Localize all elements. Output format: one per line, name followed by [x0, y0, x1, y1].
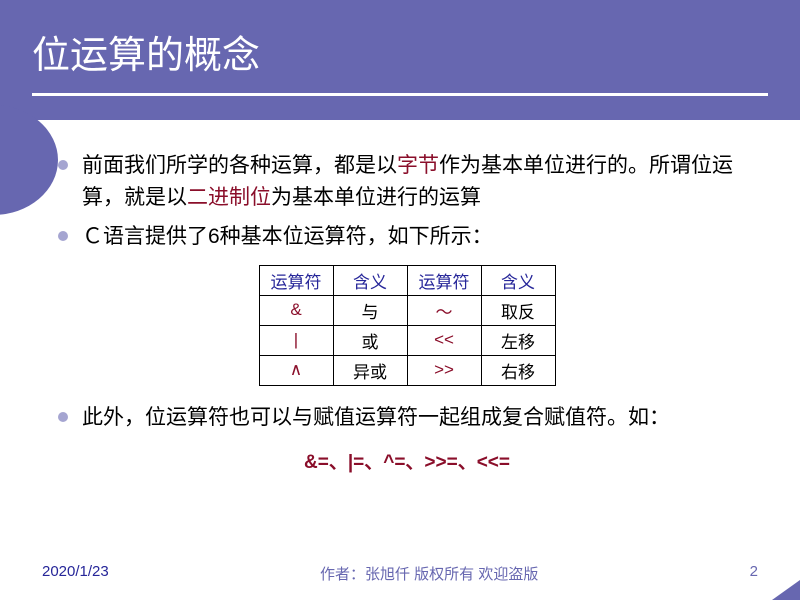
header-mean1: 含义 — [333, 265, 407, 295]
bullet-item-1: 前面我们所学的各种运算，都是以字节作为基本单位进行的。所谓位运算，就是以二进制位… — [58, 150, 756, 213]
highlight-text: 二进制位 — [187, 186, 271, 209]
cell-mean: 取反 — [481, 295, 555, 325]
compound-operators: &=、|=、^=、>>=、<<= — [58, 447, 756, 474]
bullet-text-3: 此外，位运算符也可以与赋值运算符一起组成复合赋值符。如： — [82, 402, 670, 434]
bullet-icon — [58, 231, 68, 241]
slide-footer: 2020/1/23 作者：张旭仟 版权所有 欢迎盗版 2 — [0, 563, 800, 584]
text-segment: 为基本单位进行的运算 — [271, 186, 481, 209]
corner-decoration — [772, 580, 800, 600]
highlight-text: 字节 — [397, 154, 439, 177]
operators-table: 运算符 含义 运算符 含义 & 与 ～ 取反 | 或 << 左移 ∧ 异或 >> — [259, 265, 556, 386]
footer-author: 作者：张旭仟 版权所有 欢迎盗版 — [109, 563, 750, 584]
cell-op: >> — [407, 355, 481, 385]
table-row: ∧ 异或 >> 右移 — [259, 355, 555, 385]
bullet-text-1: 前面我们所学的各种运算，都是以字节作为基本单位进行的。所谓位运算，就是以二进制位… — [82, 150, 756, 213]
slide-title: 位运算的概念 — [32, 24, 768, 79]
header-divider — [32, 93, 768, 96]
table-row: & 与 ～ 取反 — [259, 295, 555, 325]
table-header-row: 运算符 含义 运算符 含义 — [259, 265, 555, 295]
header-op1: 运算符 — [259, 265, 333, 295]
footer-page-number: 2 — [750, 563, 758, 584]
table-row: | 或 << 左移 — [259, 325, 555, 355]
cell-mean: 右移 — [481, 355, 555, 385]
cell-mean: 与 — [333, 295, 407, 325]
bullet-icon — [58, 160, 68, 170]
slide-header: 位运算的概念 — [0, 0, 800, 120]
cell-mean: 左移 — [481, 325, 555, 355]
bullet-item-3: 此外，位运算符也可以与赋值运算符一起组成复合赋值符。如： — [58, 402, 756, 434]
cell-op: | — [259, 325, 333, 355]
cell-op: & — [259, 295, 333, 325]
cell-op: ～ — [407, 295, 481, 325]
text-segment: 前面我们所学的各种运算，都是以 — [82, 154, 397, 177]
cell-op: ∧ — [259, 355, 333, 385]
operators-table-wrap: 运算符 含义 运算符 含义 & 与 ～ 取反 | 或 << 左移 ∧ 异或 >> — [58, 265, 756, 386]
cell-mean: 或 — [333, 325, 407, 355]
cell-mean: 异或 — [333, 355, 407, 385]
cell-op: << — [407, 325, 481, 355]
bullet-item-2: Ｃ语言提供了6种基本位运算符，如下所示： — [58, 221, 756, 253]
header-op2: 运算符 — [407, 265, 481, 295]
bullet-icon — [58, 412, 68, 422]
slide-content: 前面我们所学的各种运算，都是以字节作为基本单位进行的。所谓位运算，就是以二进制位… — [0, 120, 800, 474]
header-mean2: 含义 — [481, 265, 555, 295]
bullet-text-2: Ｃ语言提供了6种基本位运算符，如下所示： — [82, 221, 493, 253]
footer-date: 2020/1/23 — [42, 563, 109, 584]
